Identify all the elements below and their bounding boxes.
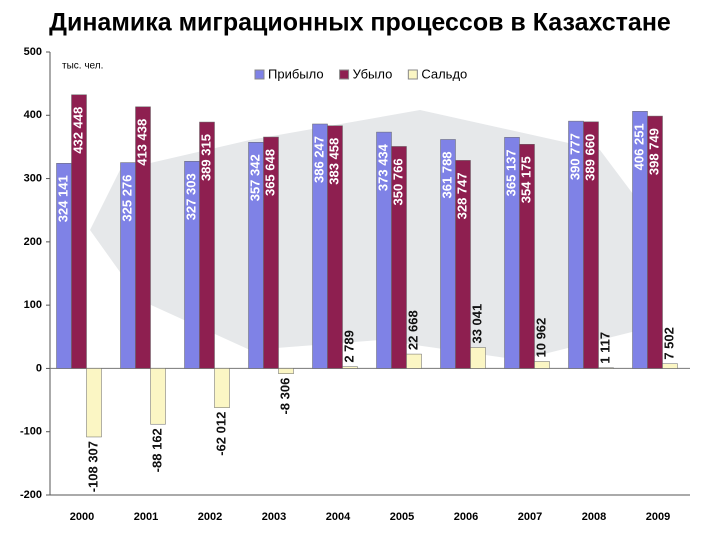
x-tick-label: 2001 (134, 511, 158, 523)
bar (214, 368, 230, 408)
value-label: 324 141 (55, 175, 70, 222)
value-label: 365 137 (503, 149, 518, 196)
value-label: 33 041 (469, 304, 484, 344)
chart-title: Динамика миграционных процессов в Казахс… (49, 9, 671, 37)
value-label: 365 648 (262, 149, 277, 196)
value-label: 373 434 (375, 143, 390, 191)
legend-swatch (339, 69, 350, 80)
value-label: 350 766 (390, 158, 405, 205)
bar (150, 368, 166, 425)
value-label: 389 660 (582, 134, 597, 181)
value-label: 390 777 (567, 133, 582, 180)
value-label: 383 458 (326, 138, 341, 185)
x-tick-label: 2007 (518, 511, 542, 523)
y-tick-label: 200 (24, 236, 42, 248)
bar (519, 144, 535, 369)
y-tick-label: 100 (24, 299, 42, 311)
value-label: 2 789 (341, 330, 356, 363)
x-tick-label: 2009 (646, 511, 670, 523)
value-label: 10 962 (533, 318, 548, 358)
legend-label: Убыло (353, 66, 393, 81)
x-tick-label: 2005 (390, 511, 414, 523)
x-tick-label: 2003 (262, 511, 286, 523)
value-label: 328 747 (454, 172, 469, 219)
value-label: 354 175 (518, 156, 533, 203)
bar (583, 121, 599, 369)
y-tick-label: -100 (20, 426, 42, 438)
bar (647, 115, 663, 369)
value-label: 432 448 (70, 107, 85, 154)
value-label: 413 438 (134, 119, 149, 166)
value-label: 398 749 (646, 128, 661, 175)
y-tick-label: 400 (24, 109, 42, 121)
bar (534, 361, 550, 369)
value-label: -108 307 (85, 441, 100, 492)
value-label: 386 247 (311, 136, 326, 183)
legend-label: Сальдо (421, 66, 467, 81)
value-label: 389 315 (198, 134, 213, 181)
bar (391, 146, 407, 369)
value-label: -88 162 (149, 428, 164, 472)
legend-swatch (407, 69, 418, 80)
bar (662, 363, 678, 369)
value-label: -62 012 (213, 412, 228, 456)
bar (342, 366, 358, 369)
bar (263, 136, 279, 369)
y-tick-label: 300 (24, 172, 42, 184)
value-label: 22 668 (405, 310, 420, 350)
legend-swatch (254, 69, 265, 80)
x-tick-label: 2002 (198, 511, 222, 523)
bar (199, 121, 215, 369)
bar (86, 368, 102, 438)
y-tick-label: 0 (36, 362, 42, 374)
y-tick-label: -200 (20, 489, 42, 501)
y-tick-label: 500 (24, 46, 42, 58)
x-tick-label: 2004 (326, 511, 351, 523)
bar (327, 125, 343, 369)
value-label: 361 788 (439, 151, 454, 198)
x-tick-label: 2006 (454, 511, 478, 523)
x-tick-label: 2008 (582, 511, 606, 523)
value-label: -8 306 (277, 378, 292, 415)
unit-label: тыс. чел. (62, 61, 103, 72)
bar (71, 94, 87, 369)
bar (406, 353, 422, 369)
bar (470, 347, 486, 369)
bar (278, 368, 294, 374)
x-tick-label: 2000 (70, 511, 94, 523)
value-label: 357 342 (247, 154, 262, 201)
legend-label: Прибыло (268, 66, 324, 81)
bar (598, 367, 614, 369)
bar (135, 106, 151, 369)
value-label: 7 502 (661, 327, 676, 360)
value-label: 325 276 (119, 175, 134, 222)
value-label: 327 303 (183, 173, 198, 220)
value-label: 406 251 (631, 123, 646, 170)
bar (455, 160, 471, 369)
value-label: 1 117 (597, 332, 612, 364)
